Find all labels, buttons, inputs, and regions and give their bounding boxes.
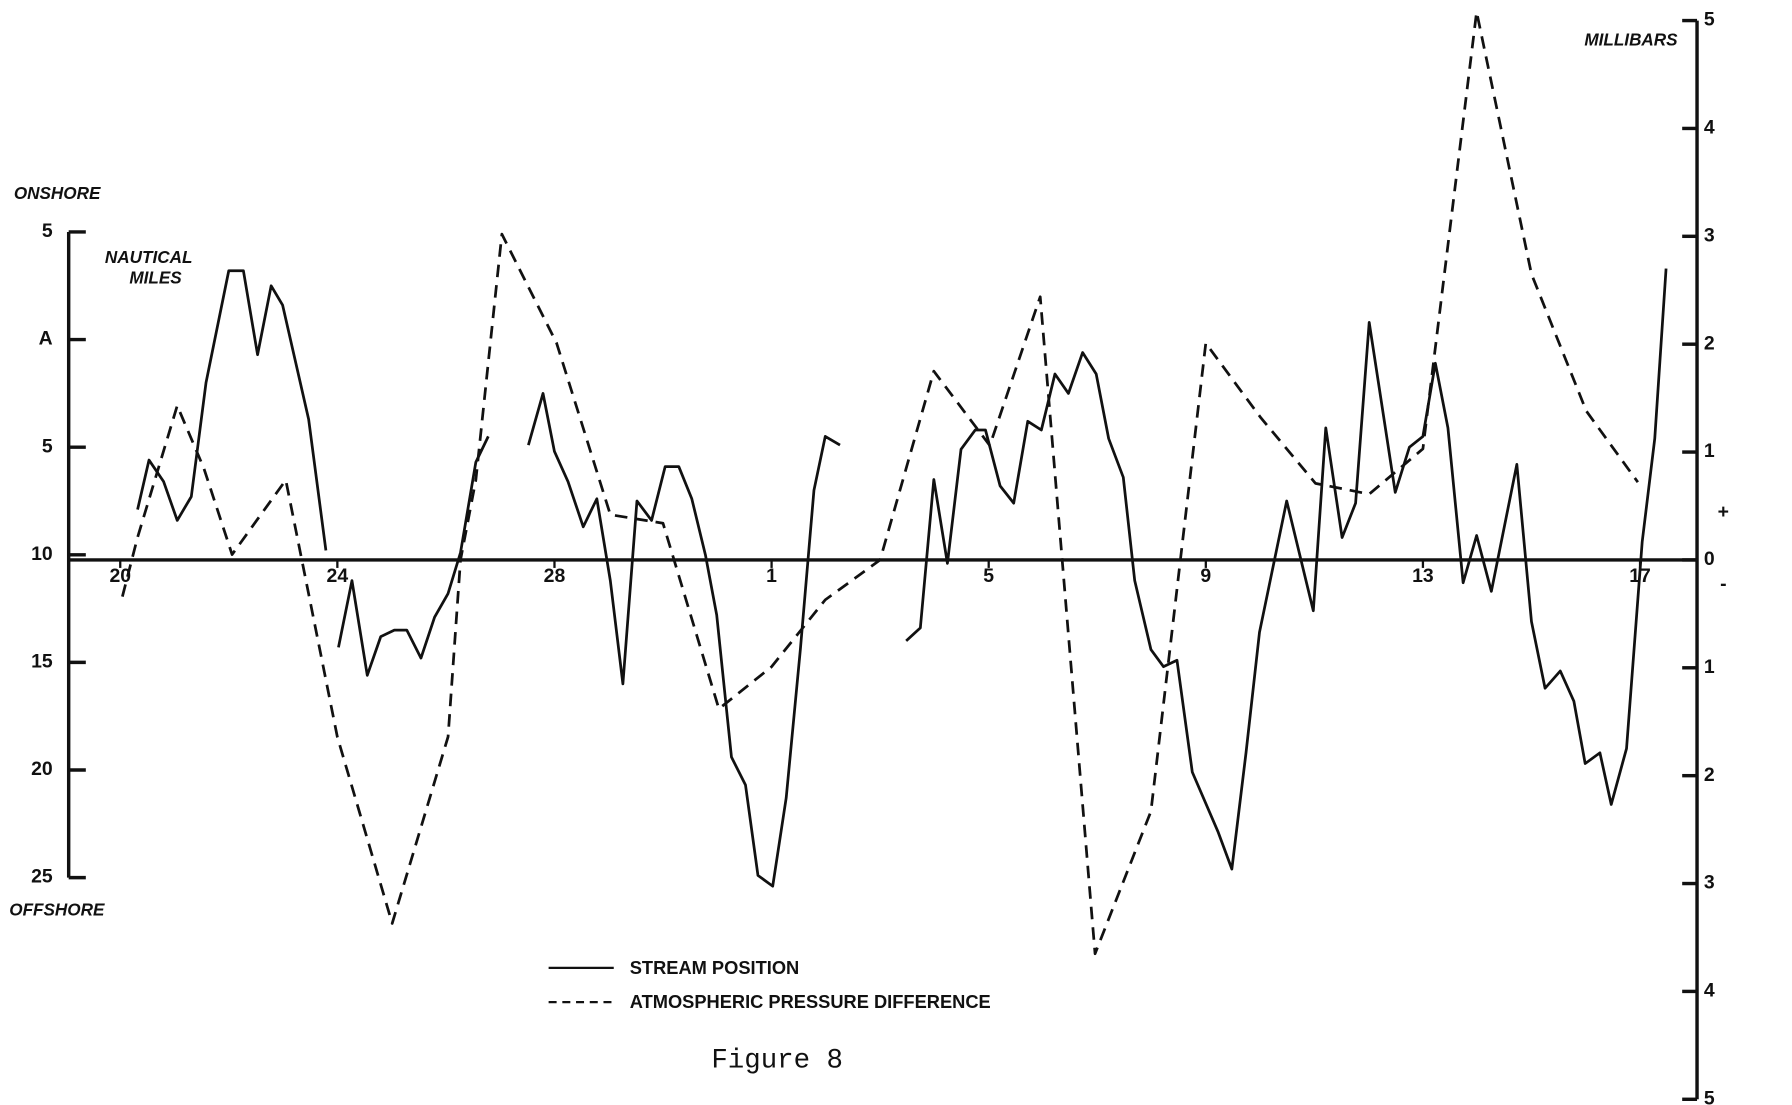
data-line <box>136 268 1668 888</box>
left-unit: NAUTICAL <box>105 247 193 267</box>
y-tick-label: 10 <box>31 543 53 565</box>
onshore-label: ONSHORE <box>14 183 101 203</box>
legend-label: ATMOSPHERIC PRESSURE DIFFERENCE <box>630 991 991 1012</box>
plus-sign: + <box>1718 501 1729 523</box>
x-tick-label: 1 <box>766 565 777 587</box>
left-unit: MILES <box>129 267 182 287</box>
y2-tick-label: 0 <box>1704 548 1715 570</box>
y2-tick-label: 2 <box>1704 332 1715 354</box>
minus-sign: - <box>1720 573 1726 595</box>
x-tick-label: 9 <box>1200 565 1211 587</box>
y-tick-label: 5 <box>42 220 53 242</box>
right-unit: MILLIBARS <box>1584 30 1678 50</box>
y2-tick-label: 5 <box>1704 1087 1715 1105</box>
x-tick-label: 13 <box>1412 565 1434 587</box>
y2-tick-label: 3 <box>1704 224 1715 246</box>
y2-tick-label: 5 <box>1704 9 1715 31</box>
x-tick-label: 20 <box>109 565 131 587</box>
legend-label: STREAM POSITION <box>630 957 799 978</box>
y-tick-label: 25 <box>31 866 53 888</box>
y2-tick-label: 4 <box>1704 980 1715 1002</box>
offshore-label: OFFSHORE <box>9 899 105 919</box>
y2-tick-label: 2 <box>1704 764 1715 786</box>
y2-tick-label: 1 <box>1704 440 1715 462</box>
data-line <box>121 10 1639 956</box>
y-tick-label: A <box>39 328 53 350</box>
x-tick-label: 28 <box>544 565 566 587</box>
y-tick-label: 20 <box>31 758 53 780</box>
y2-tick-label: 3 <box>1704 872 1715 894</box>
figure-caption: Figure 8 <box>711 1046 843 1077</box>
y2-tick-label: 1 <box>1704 656 1715 678</box>
y-tick-label: 5 <box>42 435 53 457</box>
y-tick-label: 15 <box>31 651 53 673</box>
y2-tick-label: 4 <box>1704 117 1715 139</box>
x-tick-label: 24 <box>327 565 349 587</box>
x-tick-label: 5 <box>983 565 994 587</box>
